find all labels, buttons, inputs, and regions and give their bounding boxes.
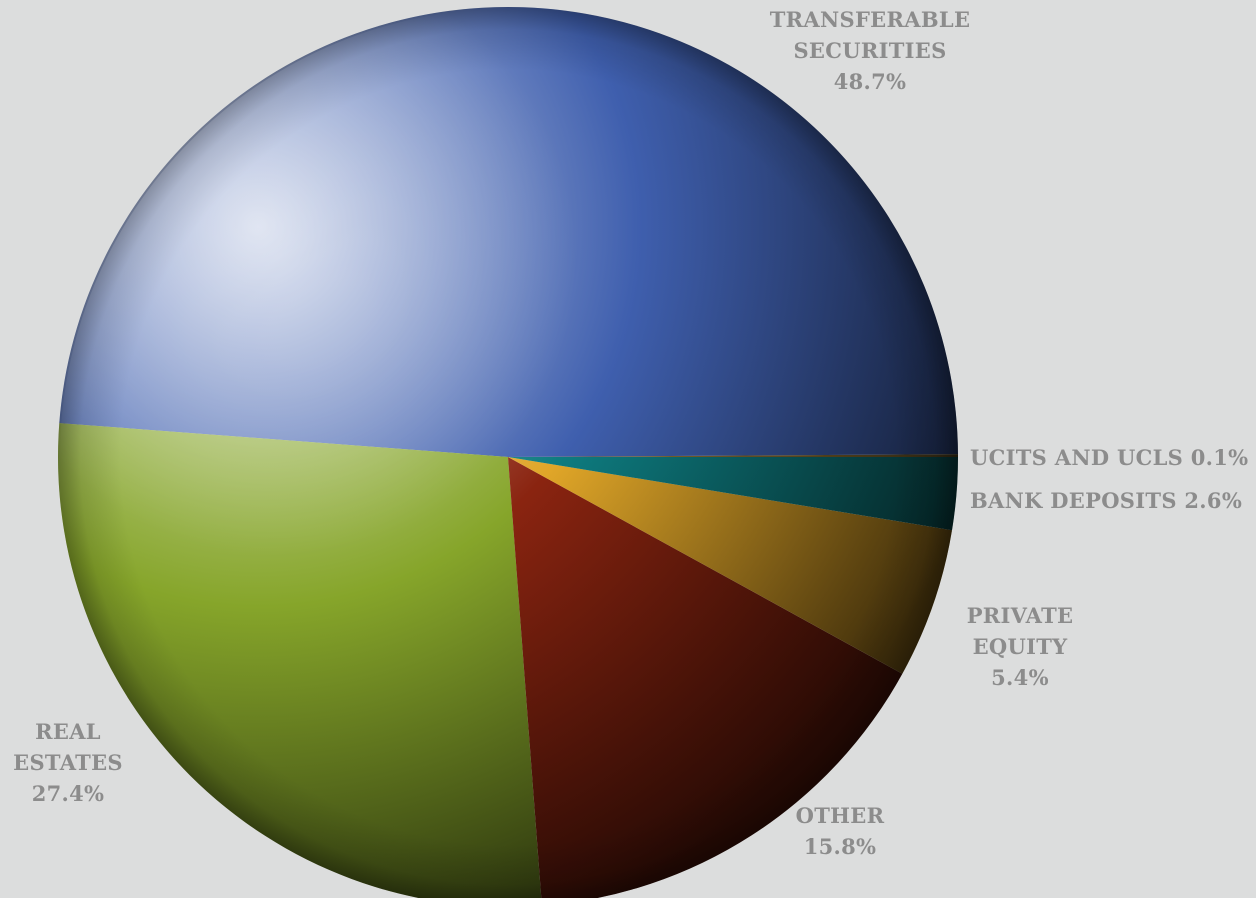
pie-shading — [58, 7, 958, 898]
label-line: TRANSFERABLE — [769, 7, 971, 32]
label-line: ESTATES — [13, 750, 123, 775]
label-bank-deposits: BANK DEPOSITS 2.6% — [970, 485, 1242, 516]
label-value: 48.7% — [833, 69, 907, 94]
label-other: OTHER 15.8% — [796, 800, 885, 862]
label-line: BANK DEPOSITS 2.6% — [970, 488, 1243, 513]
label-line: REAL — [35, 719, 101, 744]
label-line: SECURITIES — [793, 38, 947, 63]
label-real-estates: REAL ESTATES 27.4% — [13, 716, 123, 809]
label-private-equity: PRIVATE EQUITY 5.4% — [967, 600, 1074, 693]
label-line: EQUITY — [972, 634, 1068, 659]
label-line: UCITS AND UCLS 0.1% — [970, 445, 1249, 470]
label-line: PRIVATE — [966, 603, 1074, 628]
label-transferable-securities: TRANSFERABLE SECURITIES 48.7% — [770, 4, 971, 97]
label-value: 15.8% — [803, 834, 877, 859]
label-value: 27.4% — [31, 781, 105, 806]
label-ucits-and-ucls: UCITS AND UCLS 0.1% — [970, 442, 1248, 473]
label-line: OTHER — [795, 803, 885, 828]
pie-highlight — [60, 9, 956, 898]
label-value: 5.4% — [991, 665, 1049, 690]
